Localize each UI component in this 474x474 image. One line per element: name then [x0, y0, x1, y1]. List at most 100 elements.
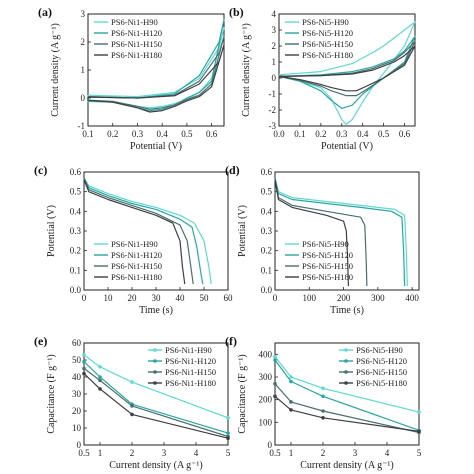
- panel-label: (e): [34, 334, 47, 348]
- legend-marker: [153, 370, 157, 374]
- x-tick-label: 0.5: [378, 129, 390, 139]
- y-tick-label: 0.4: [70, 206, 82, 216]
- x-tick-label: 4: [385, 448, 390, 458]
- x-tick-label: 0.0: [273, 129, 285, 139]
- plot-frame: [278, 13, 416, 127]
- y-tick-label: 100: [259, 417, 273, 427]
- panel-c: (c) 0 10 20 30 40 50 60 0.0 0.1 0.2 0.3 0.4 0.5 0.6 Tim…: [34, 163, 233, 316]
- y-tick-label: 0.0: [261, 285, 273, 295]
- series-line-PS6-Ni1-H180: [87, 44, 225, 113]
- y-tick-label: 30: [72, 389, 82, 399]
- x-tick-label: 0: [273, 293, 278, 303]
- x-tick-label: 0.1: [82, 129, 93, 139]
- x-axis-title: Potential (V): [321, 141, 373, 152]
- x-tick-label: 20: [128, 293, 138, 303]
- data-point: [273, 358, 277, 362]
- y-tick-label: 0.1: [261, 265, 272, 275]
- legend-label: PS6-Ni1-H150: [111, 39, 162, 49]
- data-point: [82, 353, 86, 357]
- series-line-PS6-Ni5-H180: [274, 395, 420, 432]
- series-line-PS6-Ni5-H150: [274, 383, 420, 434]
- series-line-PS6-Ni1-H120: [83, 177, 204, 285]
- x-tick-label: 0.1: [294, 129, 305, 139]
- y-tick-label: 300: [259, 372, 273, 382]
- x-tick-label: 1: [98, 448, 103, 458]
- x-tick-label: 0.2: [107, 129, 118, 139]
- data-point: [82, 366, 86, 371]
- series-line-PS6-Ni1-H90: [83, 354, 229, 419]
- y-tick-label: 2: [272, 41, 277, 51]
- series-line-PS6-Ni1-H150: [83, 368, 229, 438]
- series-line-PS6-Ni5-H90: [274, 177, 408, 287]
- y-tick-label: 0.2: [261, 246, 272, 256]
- data-point: [321, 416, 325, 420]
- y-tick-label: -1: [269, 89, 277, 99]
- data-point: [289, 400, 293, 404]
- data-point: [289, 375, 293, 379]
- y-tick-label: 2: [81, 37, 86, 47]
- legend-label: PS6-Ni5-H180: [302, 272, 353, 282]
- y-tick-label: 0: [268, 440, 273, 450]
- legend-label: PS6-Ni5-H90: [302, 239, 349, 249]
- y-tick-label: 200: [259, 395, 273, 405]
- data-point: [289, 379, 293, 384]
- y-tick-label: 0.3: [70, 226, 82, 236]
- series-line-PS6-Ni5-H150: [274, 177, 368, 287]
- panel-label: (d): [225, 163, 240, 177]
- plot-frame: [274, 342, 420, 446]
- series-line-PS6-Ni1-H150: [83, 177, 194, 285]
- y-tick-label: 3: [272, 25, 277, 35]
- legend-marker: [344, 370, 348, 374]
- data-point: [130, 380, 134, 384]
- x-tick-label: 0.4: [157, 129, 169, 139]
- legend-marker: [153, 348, 157, 352]
- panel-label: (b): [229, 5, 244, 19]
- y-axis-title: Current density (A g⁻¹): [241, 23, 252, 117]
- y-axis-title: Capacitance (F g⁻¹): [46, 354, 57, 433]
- legend-label: PS6-Ni5-H120: [356, 356, 407, 366]
- y-tick-label: -1: [78, 121, 86, 131]
- y-tick-label: 40: [72, 372, 82, 382]
- x-tick-label: 4: [194, 448, 199, 458]
- y-axis-title: Current density (A g⁻¹): [50, 23, 61, 117]
- x-tick-label: 0.6: [399, 129, 411, 139]
- x-tick-label: 0.3: [336, 129, 348, 139]
- panel-a: (a) 0.1 0.2 0.3 0.4 0.5 0.6 -1 0 1 2 3 Potential (V)…: [38, 5, 225, 152]
- y-tick-label: 0.1: [70, 265, 81, 275]
- data-point: [82, 371, 86, 376]
- x-axis-title: Potential (V): [130, 141, 182, 152]
- x-tick-label: 300: [371, 293, 385, 303]
- x-tick-label: 10: [104, 293, 114, 303]
- data-point: [417, 429, 421, 434]
- y-tick-label: 1: [81, 65, 86, 75]
- legend-label: PS6-Ni5-H180: [302, 50, 353, 60]
- series-line-PS6-Ni1-H90: [83, 177, 212, 285]
- series-line-PS6-Ni5-H180: [274, 179, 349, 287]
- x-tick-label: 0.5: [181, 129, 193, 139]
- x-tick-label: 400: [405, 293, 419, 303]
- x-tick-label: 3: [353, 448, 358, 458]
- y-tick-label: 0.5: [261, 187, 273, 197]
- data-point: [98, 378, 102, 383]
- legend-label: PS6-Ni1-H120: [165, 356, 216, 366]
- data-point: [98, 365, 102, 369]
- legend-marker: [344, 348, 348, 352]
- y-tick-label: -3: [269, 121, 277, 131]
- x-tick-label: 5: [417, 448, 422, 458]
- x-tick-label: 0.4: [357, 129, 369, 139]
- series-line-PS6-Ni5-H180: [278, 45, 416, 92]
- x-axis-title: Time (s): [139, 305, 173, 316]
- x-tick-label: 2: [130, 448, 135, 458]
- data-point: [82, 359, 86, 364]
- data-point: [130, 412, 134, 417]
- data-point: [226, 436, 230, 441]
- legend-marker: [153, 359, 157, 363]
- legend-label: PS6-Ni5-H150: [302, 261, 353, 271]
- data-point: [289, 408, 293, 412]
- data-point: [321, 409, 325, 413]
- data-point: [226, 431, 230, 435]
- legend-label: PS6-Ni5-H120: [302, 28, 353, 38]
- legend-label: PS6-Ni5-H150: [356, 367, 407, 377]
- data-point: [130, 404, 134, 408]
